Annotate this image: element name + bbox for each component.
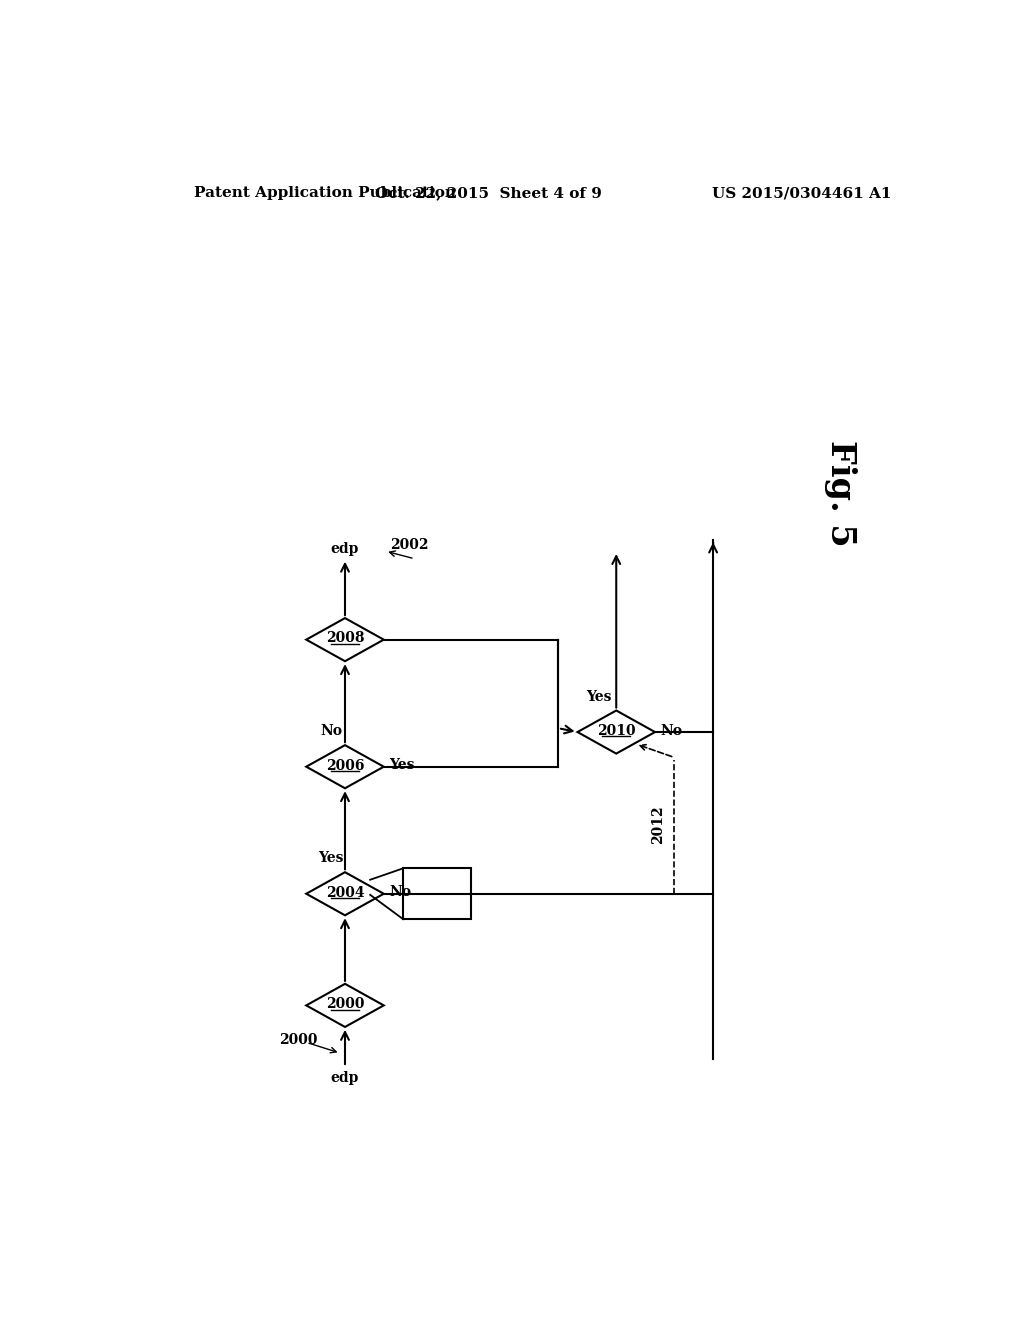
Text: US 2015/0304461 A1: US 2015/0304461 A1 [713,186,892,201]
Text: Yes: Yes [318,851,344,866]
Text: edp: edp [331,543,359,557]
Text: 2000: 2000 [280,1034,317,1047]
Text: 2006: 2006 [326,759,365,772]
Text: edp: edp [331,1071,359,1085]
Text: 2008: 2008 [326,631,365,645]
Text: Fig. 5: Fig. 5 [824,440,857,546]
Text: Oct. 22, 2015  Sheet 4 of 9: Oct. 22, 2015 Sheet 4 of 9 [375,186,602,201]
Text: No: No [321,725,342,738]
Text: Yes: Yes [389,758,415,772]
Text: 2010: 2010 [597,723,636,738]
Text: 2012: 2012 [651,805,665,843]
Text: 2002: 2002 [390,539,428,552]
Text: Patent Application Publication: Patent Application Publication [194,186,456,201]
Text: Yes: Yes [587,689,612,704]
Text: 2000: 2000 [326,997,365,1011]
Bar [403,869,471,919]
Text: 2004: 2004 [326,886,365,900]
Text: No: No [660,723,682,738]
Text: No: No [389,886,412,899]
